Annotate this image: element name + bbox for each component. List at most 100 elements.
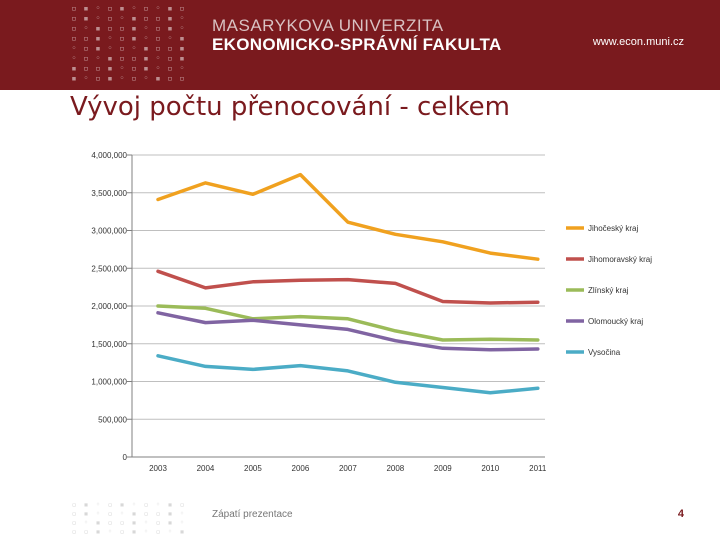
logo-pattern-dot: ▪ [167,24,173,34]
series-line [156,269,540,305]
logo-pattern-dot: ▫ [107,4,113,14]
logo-pattern-dot: ◦ [167,527,173,536]
logo-pattern-dot: ▫ [71,14,77,24]
y-tick-label: 2,000,000 [91,302,127,311]
logo-pattern-dot: ◦ [95,500,101,509]
logo-pattern-dot: ▪ [143,44,149,54]
logo-pattern-dot: ▪ [179,527,185,536]
logo-pattern-dot: ▪ [143,64,149,74]
y-tick-label: 1,000,000 [91,378,127,387]
logo-pattern-dot: ◦ [71,44,77,54]
logo-pattern-dot: ▫ [155,14,161,24]
logo-pattern-dot: ▫ [83,527,89,536]
logo-pattern-dot: ◦ [119,64,125,74]
logo-pattern-dot: ▪ [131,34,137,44]
series-line [156,172,540,261]
logo-pattern-dot: ▫ [167,64,173,74]
logo-pattern-dot: ▪ [95,34,101,44]
logo-pattern-dot: ▪ [179,54,185,64]
logo-pattern-dot: ▪ [107,54,113,64]
logo-pattern-dot: ▪ [71,64,77,74]
logo-pattern-dot: ▪ [179,34,185,44]
logo-pattern-dot: ◦ [179,509,185,518]
logo-pattern-dot: ▫ [119,34,125,44]
logo-pattern-dot: ▪ [167,4,173,14]
logo-pattern-dot: ▪ [131,509,137,518]
logo-pattern-dot: ▫ [71,4,77,14]
logo-pattern-dot: ▫ [167,44,173,54]
logo-pattern-dot: ◦ [179,24,185,34]
logo-pattern-dot: ▪ [131,14,137,24]
logo-pattern-dot: ◦ [95,509,101,518]
logo-pattern-dot: ▫ [107,500,113,509]
logo-pattern-dot: ▪ [167,509,173,518]
y-tick-label: 3,500,000 [91,189,127,198]
logo-pattern-dot: ◦ [119,509,125,518]
logo-pattern-dot: ◦ [107,527,113,536]
logo-pattern-dot: ◦ [179,518,185,527]
logo-pattern-dot: ▫ [155,527,161,536]
x-tick-label: 2008 [386,464,404,473]
university-logo-pattern: ▫ ▪ ◦ ▫ ▪ ◦ ▫ ◦ ▪ ▫ ▫ ▪ ◦ ▫ ◦ ▪ ▫ ▫ ▪ ◦ ▫ ◦ ▪ ▫ ▫ ▪ ◦ ▫ ▪ ◦ ▫ ▫ ▪ ◦ ▫ ▪ ◦ ▫ ◦ ▪… [68,4,188,84]
logo-pattern-dot: ▪ [83,500,89,509]
logo-pattern-dot: ▪ [95,44,101,54]
x-tick-label: 2007 [339,464,357,473]
logo-pattern-dot: ▪ [107,74,113,84]
logo-pattern-dot: ▫ [95,74,101,84]
x-tick-label: 2003 [149,464,167,473]
y-tick-label: 2,500,000 [91,264,127,273]
series-line [156,304,540,342]
logo-pattern-dot: ▫ [155,509,161,518]
logo-pattern-dot: ▫ [131,74,137,84]
logo-pattern-dot: ▫ [131,54,137,64]
logo-pattern-dot: ▫ [119,54,125,64]
logo-pattern-dot: ▫ [107,24,113,34]
y-tick-label: 0 [123,453,128,462]
logo-pattern-dot: ▪ [83,14,89,24]
logo-pattern-dot: ▪ [83,4,89,14]
logo-pattern-dot: ▪ [131,527,137,536]
logo-pattern-dot: ▫ [179,74,185,84]
logo-pattern-dot: ▫ [167,74,173,84]
logo-pattern-dot: ◦ [95,54,101,64]
logo-pattern-dot: ◦ [71,54,77,64]
logo-pattern-dot: ◦ [83,518,89,527]
logo-pattern-dot: ▪ [95,527,101,536]
logo-pattern-dot: ▪ [119,500,125,509]
logo-pattern-dot: ▪ [119,4,125,14]
logo-pattern-dot: ▫ [71,509,77,518]
logo-pattern-dot: ▪ [131,518,137,527]
logo-pattern-dot: ▪ [131,24,137,34]
website-link[interactable]: www.econ.muni.cz [592,36,684,48]
x-tick-label: 2011 [529,464,547,473]
logo-pattern-dot: ◦ [155,500,161,509]
footer-logo-pattern: ▫ ▪ ◦ ▫ ▪ ◦ ▫ ◦ ▪ ▫ ▫ ▪ ◦ ▫ ◦ ▪ ▫ ▫ ▪ ◦ ▫ ◦ ▪ ▫ ▫ ▪ ◦ ▫ ▪ ◦ ▫ ▫ ▪ ◦ ▫ ▪ ◦ ▫ ◦ ▪ [68,500,188,540]
logo-pattern-dot: ▫ [155,34,161,44]
logo-pattern-dot: ▪ [167,500,173,509]
logo-pattern-dot: ◦ [143,74,149,84]
logo-pattern-dot: ▪ [71,74,77,84]
logo-pattern-dot: ▫ [119,24,125,34]
logo-pattern-dot: ▫ [131,64,137,74]
university-name: MASARYKOVA UNIVERZITA [212,16,444,35]
logo-pattern-dot: ▫ [83,34,89,44]
logo-pattern-dot: ▫ [119,44,125,54]
y-tick-label: 500,000 [98,415,127,424]
x-tick-label: 2010 [481,464,499,473]
slide-title: Vývoj počtu přenocování - celkem [70,92,511,122]
x-tick-label: 2009 [434,464,452,473]
logo-pattern-dot: ◦ [167,34,173,44]
logo-pattern-dot: ▫ [143,509,149,518]
x-tick-label: 2004 [197,464,215,473]
y-tick-label: 4,000,000 [91,151,127,160]
logo-pattern-dot: ▫ [155,24,161,34]
logo-pattern-dot: ▫ [95,64,101,74]
series-line [156,311,540,352]
logo-pattern-dot: ◦ [143,527,149,536]
logo-pattern-dot: ▫ [179,500,185,509]
page-number: 4 [677,508,684,520]
header-banner: ▫ ▪ ◦ ▫ ▪ ◦ ▫ ◦ ▪ ▫ ▫ ▪ ◦ ▫ ◦ ▪ ▫ ▫ ▪ ◦ ▫ ◦ ▪ ▫ ▫ ▪ ◦ ▫ ▪ ◦ ▫ ▫ ▪ ◦ ▫ ▪ ◦ ▫ ◦ ▪… [0,0,720,90]
logo-pattern-dot: ▪ [167,14,173,24]
logo-pattern-dot: ▫ [71,518,77,527]
